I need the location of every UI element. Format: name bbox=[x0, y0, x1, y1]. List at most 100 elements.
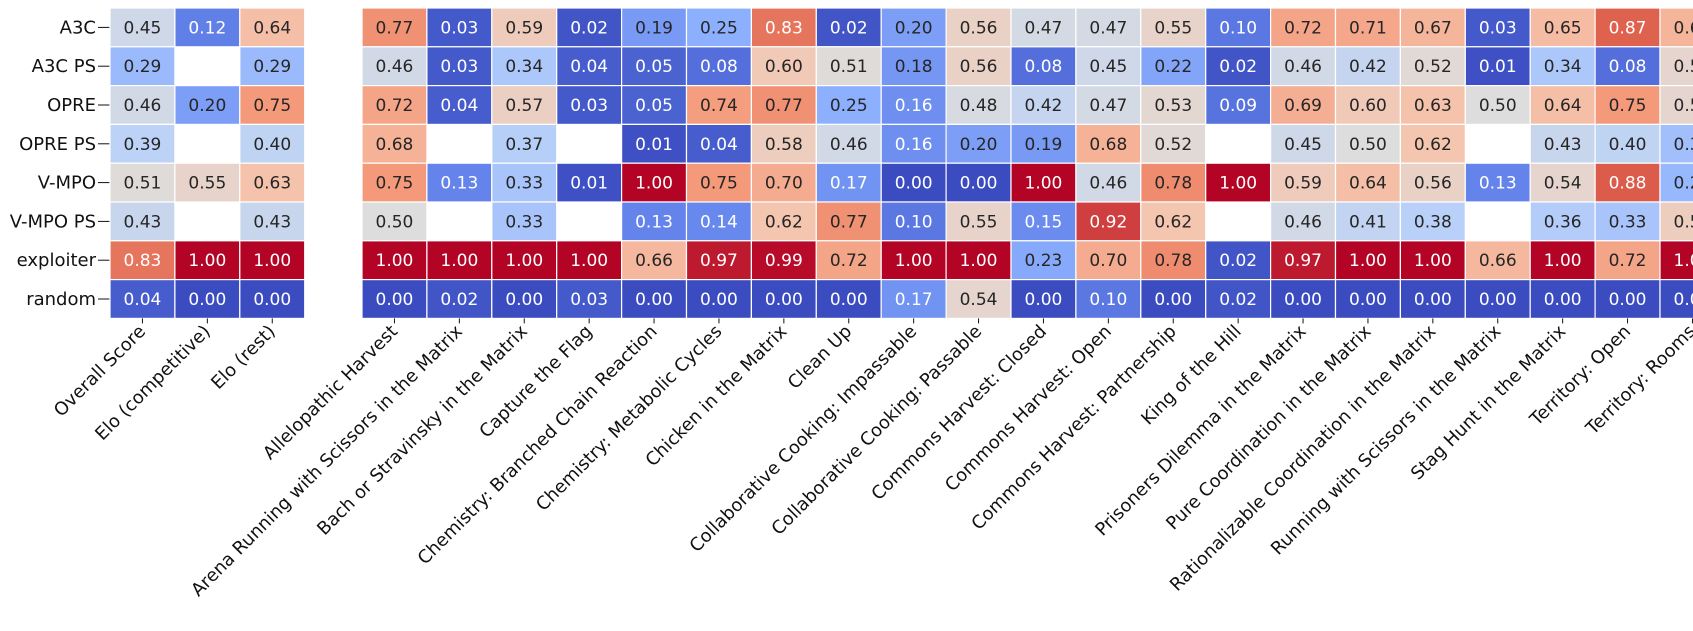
left-value-label: 0.20 bbox=[188, 96, 226, 116]
right-value-label: 1.00 bbox=[1219, 174, 1257, 194]
right-cell bbox=[491, 201, 558, 242]
right-value-label: 0.08 bbox=[1025, 57, 1063, 77]
left-value-label: 0.12 bbox=[188, 18, 226, 38]
right-value-label: 0.48 bbox=[960, 96, 998, 116]
right-value-label: 0.54 bbox=[960, 290, 998, 310]
right-value-label: 0.00 bbox=[830, 290, 868, 310]
right-cell bbox=[1010, 279, 1077, 320]
right-cell bbox=[1075, 201, 1142, 242]
left-value-label: 0.00 bbox=[188, 290, 226, 310]
right-cell bbox=[1399, 7, 1466, 48]
right-value-label: 1.00 bbox=[505, 251, 543, 271]
right-cell bbox=[1464, 46, 1531, 87]
column-label: Elo (rest) bbox=[207, 321, 280, 394]
right-cell bbox=[815, 123, 882, 164]
row-label: A3C PS bbox=[32, 56, 96, 77]
right-value-label: 0.72 bbox=[1609, 251, 1647, 271]
right-value-label: 0.88 bbox=[1609, 174, 1647, 194]
right-cell bbox=[556, 46, 623, 87]
right-cell bbox=[815, 162, 882, 203]
right-value-label: 0.13 bbox=[1479, 174, 1517, 194]
right-value-label: 0.68 bbox=[376, 135, 414, 155]
right-value-label: 0.97 bbox=[700, 251, 738, 271]
right-value-label: 0.25 bbox=[830, 96, 868, 116]
right-cell bbox=[361, 46, 428, 87]
right-value-label: 1.00 bbox=[570, 251, 608, 271]
row-label: random bbox=[26, 289, 96, 310]
right-value-label: 0.54 bbox=[1544, 174, 1582, 194]
right-value-label: 0.00 bbox=[1674, 290, 1693, 310]
right-cell bbox=[620, 7, 688, 48]
right-cell bbox=[1269, 240, 1337, 281]
right-value-label: 0.05 bbox=[635, 57, 673, 77]
right-cell bbox=[1010, 123, 1077, 164]
right-value-label: 0.75 bbox=[1609, 96, 1647, 116]
right-cell bbox=[1399, 123, 1466, 164]
left-cell bbox=[109, 162, 176, 203]
row-label: V-MPO bbox=[38, 173, 96, 194]
right-value-label: 0.02 bbox=[1219, 251, 1257, 271]
right-value-label: 0.17 bbox=[895, 290, 933, 310]
right-value-label: 0.09 bbox=[1219, 96, 1257, 116]
right-cell bbox=[815, 279, 882, 320]
left-cell bbox=[109, 201, 176, 242]
right-value-label: 0.71 bbox=[1349, 18, 1387, 38]
right-value-label: 0.28 bbox=[1674, 174, 1693, 194]
right-value-label: 0.02 bbox=[440, 290, 478, 310]
right-cell bbox=[620, 162, 688, 203]
left-cell bbox=[174, 84, 241, 125]
right-cell bbox=[750, 279, 817, 320]
right-value-label: 0.67 bbox=[1674, 18, 1693, 38]
right-cell bbox=[1205, 240, 1272, 281]
right-value-label: 0.47 bbox=[1025, 18, 1063, 38]
right-value-label: 0.47 bbox=[1089, 18, 1127, 38]
right-value-label: 0.00 bbox=[1479, 290, 1517, 310]
right-value-label: 0.78 bbox=[1154, 174, 1192, 194]
right-value-label: 0.10 bbox=[1219, 18, 1257, 38]
right-value-label: 0.00 bbox=[1609, 290, 1647, 310]
right-cell bbox=[1075, 84, 1142, 125]
right-value-label: 0.46 bbox=[1284, 212, 1322, 232]
right-value-label: 0.69 bbox=[1284, 96, 1322, 116]
right-cell bbox=[1334, 84, 1402, 125]
right-value-label: 0.00 bbox=[765, 290, 803, 310]
right-value-label: 0.37 bbox=[505, 135, 543, 155]
right-value-label: 0.68 bbox=[1089, 135, 1127, 155]
right-value-label: 0.50 bbox=[1479, 96, 1517, 116]
right-value-label: 0.70 bbox=[1089, 251, 1127, 271]
right-value-label: 0.46 bbox=[376, 57, 414, 77]
right-value-label: 0.00 bbox=[960, 174, 998, 194]
right-value-label: 0.50 bbox=[376, 212, 414, 232]
right-cell bbox=[1269, 123, 1337, 164]
right-value-label: 0.55 bbox=[960, 212, 998, 232]
right-cell bbox=[1659, 84, 1693, 125]
right-cell bbox=[1075, 240, 1142, 281]
right-value-label: 0.56 bbox=[1414, 174, 1452, 194]
right-value-label: 0.23 bbox=[1025, 251, 1063, 271]
column-label: Elo (competitive) bbox=[91, 321, 215, 445]
left-value-label: 0.83 bbox=[124, 251, 162, 271]
right-cell bbox=[556, 84, 623, 125]
left-value-label: 1.00 bbox=[188, 251, 226, 271]
right-value-label: 0.34 bbox=[1544, 57, 1582, 77]
right-value-label: 0.03 bbox=[570, 96, 608, 116]
right-value-label: 0.13 bbox=[440, 174, 478, 194]
right-value-label: 0.00 bbox=[376, 290, 414, 310]
left-value-label: 0.55 bbox=[188, 174, 226, 194]
right-cell bbox=[1529, 279, 1596, 320]
right-value-label: 0.00 bbox=[1414, 290, 1452, 310]
right-cell bbox=[556, 240, 623, 281]
right-value-label: 0.00 bbox=[1154, 290, 1192, 310]
left-value-label: 0.43 bbox=[124, 212, 162, 232]
right-value-label: 0.42 bbox=[1349, 57, 1387, 77]
right-cell bbox=[556, 7, 623, 48]
right-value-label: 0.36 bbox=[1544, 212, 1582, 232]
right-value-label: 1.00 bbox=[1544, 251, 1582, 271]
right-value-label: 0.40 bbox=[1609, 135, 1647, 155]
row-label: exploiter bbox=[17, 250, 97, 271]
right-cell bbox=[685, 7, 753, 48]
right-value-label: 0.00 bbox=[1284, 290, 1322, 310]
right-value-label: 0.04 bbox=[440, 96, 478, 116]
right-value-label: 0.47 bbox=[1089, 96, 1127, 116]
